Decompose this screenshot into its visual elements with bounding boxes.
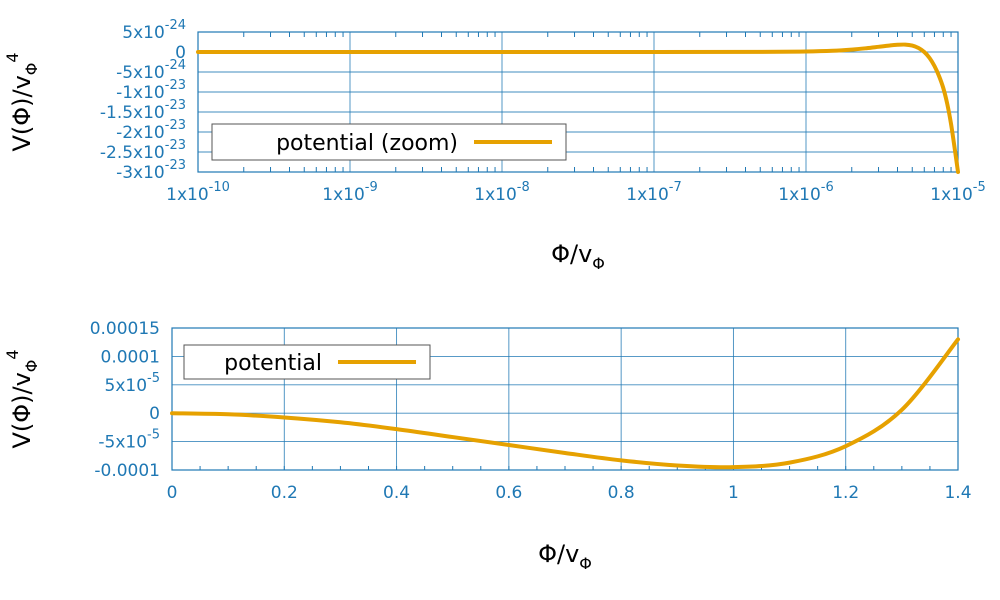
x-tick-label: 1.2 (832, 483, 859, 503)
x-tick-label-mantissa: 1x10 (474, 185, 517, 205)
y-tick-label-mantissa: -2x10 (116, 123, 165, 143)
x-axis-title: Φ/vΦ (538, 540, 592, 573)
y-axis-title: V(Φ)/vΦ4 (3, 52, 41, 151)
y-tick-label-exponent: -23 (165, 98, 186, 113)
x-tick-label-mantissa: 0.6 (495, 483, 522, 503)
x-tick-label: 1x10-6 (778, 180, 833, 205)
x-tick-label: 0.8 (608, 483, 635, 503)
full-potential-panel: 0 0.2 0.4 0.6 0.8 1 1.2 1.40.000150.00015x10-50… (3, 319, 972, 573)
x-tick-label-mantissa: 1x10 (626, 185, 669, 205)
x-tick-label: 0.2 (271, 483, 298, 503)
y-tick-label: 0.0001 (101, 347, 160, 367)
y-tick-label-mantissa: 5x10 (122, 23, 165, 43)
y-tick-label: 5x10-24 (122, 18, 186, 43)
y-tick-label-mantissa: -1x10 (116, 83, 165, 103)
x-tick-label-exponent: -6 (821, 180, 834, 195)
y-tick-label: -2x10-23 (116, 118, 186, 143)
x-tick-label-mantissa: 1 (728, 483, 739, 503)
y-tick-label-exponent: -24 (165, 18, 186, 33)
y-tick-label-exponent: -24 (165, 58, 186, 73)
y-axis-title-main: V(Φ)/v (8, 75, 36, 151)
y-axis-title-sup: 4 (3, 52, 22, 62)
y-tick-label: -5x10-24 (116, 58, 186, 83)
y-tick-label: 5x10-5 (105, 371, 160, 396)
legend: potential (zoom) (211, 123, 567, 161)
x-tick-label: 1.4 (944, 483, 971, 503)
zoom-potential-panel: 1x10-10 1x10-9 1x10-8 1x10-7 1x10-6 1x10-55x1… (3, 18, 986, 273)
y-axis-title-main: V(Φ)/v (8, 372, 36, 448)
x-tick-label-mantissa: 1.2 (832, 483, 859, 503)
y-tick-label-exponent: -23 (165, 138, 186, 153)
x-axis-title: Φ/vΦ (551, 240, 605, 273)
x-tick-label-mantissa: 1.4 (944, 483, 971, 503)
x-tick-label: 1 (728, 483, 739, 503)
x-tick-label-exponent: -10 (209, 180, 230, 195)
y-tick-label-exponent: -5 (147, 371, 160, 386)
y-tick-label-exponent: -23 (165, 118, 186, 133)
y-tick-label: 0 (149, 404, 160, 424)
x-tick-label: 0 (167, 483, 178, 503)
x-tick-label-mantissa: 0.4 (383, 483, 410, 503)
x-tick-label: 1x10-10 (166, 180, 230, 205)
x-tick-label: 0.4 (383, 483, 410, 503)
y-tick-label-exponent: -23 (165, 78, 186, 93)
x-tick-label: 1x10-9 (322, 180, 377, 205)
x-tick-label-exponent: -8 (517, 180, 530, 195)
y-tick-label-mantissa: -1.5x10 (100, 103, 165, 123)
legend: potential (183, 344, 431, 380)
x-tick-label-mantissa: 1x10 (322, 185, 365, 205)
y-tick-label-mantissa: -2.5x10 (100, 143, 165, 163)
x-tick-label-mantissa: 0 (167, 483, 178, 503)
y-tick-label: 0 (175, 43, 186, 63)
x-tick-label-mantissa: 1x10 (930, 185, 973, 205)
y-tick-label-mantissa: 0 (149, 404, 160, 424)
plot-frame (171, 327, 959, 471)
x-tick-label-mantissa: 1x10 (166, 185, 209, 205)
y-tick-label-mantissa: 0.0001 (101, 347, 160, 367)
y-tick-label: 0.00015 (90, 319, 160, 339)
y-tick-label: -3x10-23 (116, 158, 186, 183)
y-tick-label: -5x10-5 (98, 428, 160, 453)
x-tick-label: 1x10-5 (930, 180, 985, 205)
y-axis-title: V(Φ)/vΦ4 (3, 349, 41, 448)
series-line (196, 42, 960, 174)
x-tick-label-exponent: -9 (365, 180, 378, 195)
x-axis-title-sub: Φ (592, 254, 605, 273)
y-tick-label-mantissa: 5x10 (105, 376, 148, 396)
y-tick-label-mantissa: -3x10 (116, 163, 165, 183)
y-tick-label-mantissa: -5x10 (116, 63, 165, 83)
x-axis-title-sub: Φ (579, 554, 592, 573)
x-tick-label: 1x10-8 (474, 180, 529, 205)
legend-label: potential (224, 351, 322, 376)
x-tick-label-exponent: -7 (669, 180, 682, 195)
y-tick-label-mantissa: 0 (175, 43, 186, 63)
x-tick-label-exponent: -5 (973, 180, 986, 195)
y-tick-label-exponent: -23 (165, 158, 186, 173)
y-tick-label: -2.5x10-23 (100, 138, 186, 163)
y-axis-title-sub: Φ (22, 360, 41, 373)
plot-frame (197, 31, 959, 173)
y-tick-label: -1x10-23 (116, 78, 186, 103)
series-line (170, 337, 960, 470)
x-axis-title-main: Φ/v (538, 540, 579, 568)
y-tick-label-mantissa: -5x10 (98, 433, 147, 453)
y-axis-title-sub: Φ (22, 63, 41, 76)
x-tick-label: 0.6 (495, 483, 522, 503)
y-axis-title-sup: 4 (3, 349, 22, 359)
y-tick-label-exponent: -5 (147, 428, 160, 443)
y-tick-label-mantissa: 0.00015 (90, 319, 160, 339)
legend-label: potential (zoom) (276, 131, 458, 156)
y-tick-label-mantissa: -0.0001 (94, 461, 160, 481)
x-axis-title-main: Φ/v (551, 240, 592, 268)
x-tick-label-mantissa: 0.2 (271, 483, 298, 503)
x-tick-label-mantissa: 0.8 (608, 483, 635, 503)
y-tick-label: -1.5x10-23 (100, 98, 186, 123)
x-tick-label-mantissa: 1x10 (778, 185, 821, 205)
y-tick-label: -0.0001 (94, 461, 160, 481)
x-tick-label: 1x10-7 (626, 180, 681, 205)
